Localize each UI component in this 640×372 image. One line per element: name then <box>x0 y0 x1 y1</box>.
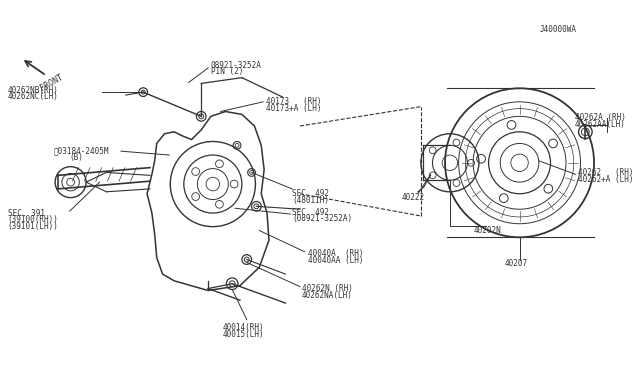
Text: 03184-2405M: 03184-2405M <box>53 147 109 155</box>
Text: 40222: 40222 <box>401 193 425 202</box>
Text: 08921-3252A: 08921-3252A <box>211 61 262 70</box>
Text: 40262NC(LH): 40262NC(LH) <box>8 93 59 102</box>
Text: J40000WA: J40000WA <box>540 25 577 34</box>
Text: (B): (B) <box>70 153 84 163</box>
Text: 40014(RH): 40014(RH) <box>223 323 264 332</box>
Text: (39101(LH)): (39101(LH)) <box>8 222 59 231</box>
Text: SEC. 492: SEC. 492 <box>292 189 329 198</box>
Text: 40040AA (LH): 40040AA (LH) <box>308 256 363 265</box>
Text: 40173   (RH): 40173 (RH) <box>266 97 321 106</box>
Text: (08921-3252A): (08921-3252A) <box>292 214 352 224</box>
Text: 40262N (RH): 40262N (RH) <box>302 284 353 293</box>
Text: (48011H): (48011H) <box>292 196 329 205</box>
Text: PIN (2): PIN (2) <box>211 67 243 76</box>
Text: 40202N: 40202N <box>474 226 502 235</box>
Text: SEC. 492: SEC. 492 <box>292 208 329 217</box>
Text: 40262NB(RH): 40262NB(RH) <box>8 86 59 95</box>
Text: 40207: 40207 <box>505 259 528 268</box>
Text: 40262+A (LH): 40262+A (LH) <box>578 175 633 184</box>
Text: 40015(LH): 40015(LH) <box>223 330 264 339</box>
Text: (39100(RH)): (39100(RH)) <box>8 215 59 224</box>
Text: 40262AA(LH): 40262AA(LH) <box>575 119 625 129</box>
Text: 40262NA(LH): 40262NA(LH) <box>302 291 353 300</box>
Text: 40173+A (LH): 40173+A (LH) <box>266 104 321 113</box>
Text: 40262   (RH): 40262 (RH) <box>578 168 633 177</box>
Text: 40040A  (RH): 40040A (RH) <box>308 249 363 258</box>
Text: FRONT: FRONT <box>38 72 65 93</box>
Text: 40262A (RH): 40262A (RH) <box>575 113 625 122</box>
Text: SEC. 391: SEC. 391 <box>8 209 45 218</box>
